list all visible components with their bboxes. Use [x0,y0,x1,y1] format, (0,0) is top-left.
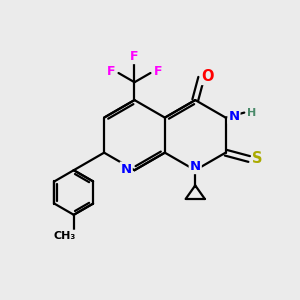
Text: O: O [202,69,214,84]
Text: F: F [130,50,139,63]
Text: N: N [190,160,201,173]
Text: N: N [121,163,132,176]
Text: CH₃: CH₃ [54,231,76,241]
Text: H: H [248,108,256,118]
Text: N: N [228,110,239,123]
Text: S: S [252,152,263,166]
Text: F: F [154,65,162,78]
Text: F: F [106,65,115,78]
